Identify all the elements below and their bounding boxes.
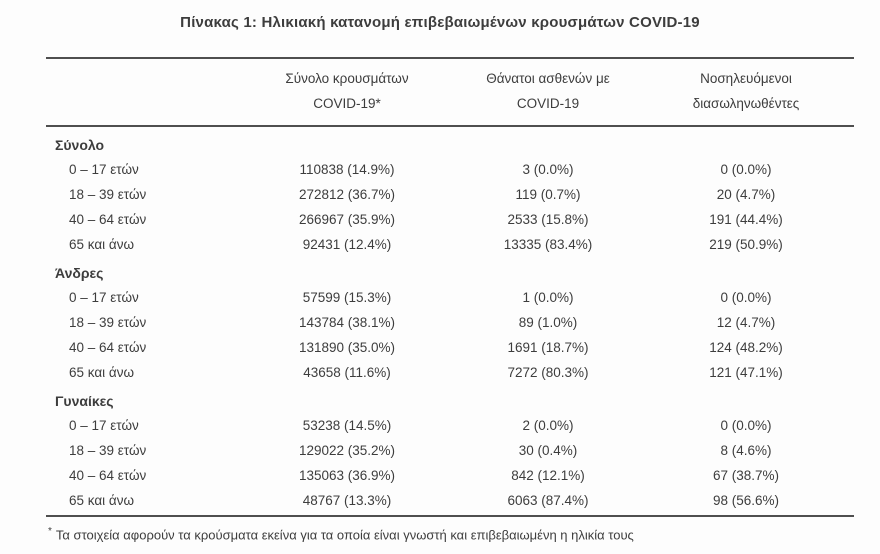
cases-value: 129022 (35.2%) <box>298 443 396 458</box>
covid-age-distribution-table: Σύνολο κρουσμάτων COVID-19* Θάνατοι ασθε… <box>46 57 854 517</box>
table-row: 0 – 17 ετών 110838 (14.9%) 3 (0.0%) 0 (0… <box>46 157 854 182</box>
column-header-line: Νοσηλευόμενοι <box>700 71 792 86</box>
column-header-total-cases: Σύνολο κρουσμάτων COVID-19* <box>236 66 458 116</box>
deaths-value: 842 (12.1%) <box>511 468 585 483</box>
deaths-value: 6063 (87.4%) <box>507 493 589 508</box>
intubated-value: 219 (50.9%) <box>709 237 783 252</box>
table-row: 65 και άνω 48767 (13.3%) 6063 (87.4%) 98… <box>46 488 854 513</box>
deaths-value: 89 (1.0%) <box>518 315 578 330</box>
age-label: 0 – 17 ετών <box>69 290 139 305</box>
intubated-value: 0 (0.0%) <box>720 162 772 177</box>
age-label: 40 – 64 ετών <box>69 468 147 483</box>
table-row: 0 – 17 ετών 53238 (14.5%) 2 (0.0%) 0 (0.… <box>46 413 854 438</box>
age-label: 18 – 39 ετών <box>69 443 147 458</box>
section-label-men: Άνδρες <box>55 265 104 281</box>
deaths-value: 2533 (15.8%) <box>507 212 589 227</box>
column-header-empty <box>46 66 236 116</box>
column-header-line: COVID-19 <box>516 96 580 111</box>
intubated-value: 20 (4.7%) <box>716 187 776 202</box>
cases-value: 135063 (36.9%) <box>298 468 396 483</box>
table-row: 18 – 39 ετών 129022 (35.2%) 30 (0.4%) 8 … <box>46 438 854 463</box>
table-row: 40 – 64 ετών 266967 (35.9%) 2533 (15.8%)… <box>46 207 854 232</box>
table-row: 65 και άνω 92431 (12.4%) 13335 (83.4%) 2… <box>46 232 854 257</box>
age-label: 65 και άνω <box>69 237 135 252</box>
cases-value: 57599 (15.3%) <box>302 290 392 305</box>
cases-value: 131890 (35.0%) <box>298 340 396 355</box>
table-row: 18 – 39 ετών 143784 (38.1%) 89 (1.0%) 12… <box>46 310 854 335</box>
deaths-value: 1691 (18.7%) <box>507 340 589 355</box>
intubated-value: 67 (38.7%) <box>712 468 780 483</box>
intubated-value: 0 (0.0%) <box>720 418 772 433</box>
column-header-intubated: Νοσηλευόμενοι διασωληνωθέντες <box>638 66 854 116</box>
age-label: 65 και άνω <box>69 493 135 508</box>
section-label-total: Σύνολο <box>55 137 105 153</box>
age-label: 0 – 17 ετών <box>69 162 139 177</box>
table-row: 65 και άνω 43658 (11.6%) 7272 (80.3%) 12… <box>46 360 854 385</box>
deaths-value: 30 (0.4%) <box>518 443 578 458</box>
age-label: 0 – 17 ετών <box>69 418 139 433</box>
table-row: 0 – 17 ετών 57599 (15.3%) 1 (0.0%) 0 (0.… <box>46 285 854 310</box>
intubated-value: 0 (0.0%) <box>720 290 772 305</box>
cases-value: 272812 (36.7%) <box>298 187 396 202</box>
footnote-text: Τα στοιχεία αφορούν τα κρούσματα εκείνα … <box>55 527 634 543</box>
column-header-line: διασωληνωθέντες <box>692 96 800 111</box>
age-label: 18 – 39 ετών <box>69 187 147 202</box>
intubated-value: 8 (4.6%) <box>720 443 772 458</box>
age-label: 40 – 64 ετών <box>69 340 147 355</box>
footnote-asterisk: * <box>48 526 52 537</box>
cases-value: 143784 (38.1%) <box>298 315 396 330</box>
deaths-value: 7272 (80.3%) <box>507 365 589 380</box>
table-row: 18 – 39 ετών 272812 (36.7%) 119 (0.7%) 2… <box>46 182 854 207</box>
report-page: Πίνακας 1: Ηλικιακή κατανομή επιβεβαιωμέ… <box>46 14 880 542</box>
intubated-value: 124 (48.2%) <box>709 340 783 355</box>
table-footnote: * Τα στοιχεία αφορούν τα κρούσματα εκείνα… <box>48 526 880 542</box>
cases-value: 92431 (12.4%) <box>302 237 392 252</box>
table-row: 40 – 64 ετών 135063 (36.9%) 842 (12.1%) … <box>46 463 854 488</box>
table-header-row: Σύνολο κρουσμάτων COVID-19* Θάνατοι ασθε… <box>46 59 854 127</box>
age-label: 18 – 39 ετών <box>69 315 147 330</box>
age-label: 65 και άνω <box>69 365 135 380</box>
column-header-line: Σύνολο κρουσμάτων <box>285 71 409 86</box>
cases-value: 53238 (14.5%) <box>302 418 392 433</box>
deaths-value: 2 (0.0%) <box>522 418 574 433</box>
intubated-value: 121 (47.1%) <box>709 365 783 380</box>
intubated-value: 98 (56.6%) <box>712 493 780 508</box>
intubated-value: 191 (44.4%) <box>709 212 783 227</box>
section-label-women: Γυναίκες <box>55 393 114 409</box>
deaths-value: 119 (0.7%) <box>515 187 581 202</box>
deaths-value: 1 (0.0%) <box>522 290 574 305</box>
deaths-value: 3 (0.0%) <box>522 162 574 177</box>
table-row: 40 – 64 ετών 131890 (35.0%) 1691 (18.7%)… <box>46 335 854 360</box>
cases-value: 110838 (14.9%) <box>299 162 395 177</box>
table-body: Σύνολο 0 – 17 ετών 110838 (14.9%) 3 (0.0… <box>46 127 854 515</box>
age-label: 40 – 64 ετών <box>69 212 147 227</box>
table-title: Πίνακας 1: Ηλικιακή κατανομή επιβεβαιωμέ… <box>180 14 700 31</box>
intubated-value: 12 (4.7%) <box>716 315 776 330</box>
column-header-line: Θάνατοι ασθενών με <box>486 71 610 86</box>
cases-value: 43658 (11.6%) <box>303 365 391 380</box>
cases-value: 48767 (13.3%) <box>302 493 392 508</box>
cases-value: 266967 (35.9%) <box>298 212 396 227</box>
column-header-line: COVID-19* <box>313 96 381 111</box>
deaths-value: 13335 (83.4%) <box>503 237 593 252</box>
column-header-deaths: Θάνατοι ασθενών με COVID-19 <box>458 66 638 116</box>
